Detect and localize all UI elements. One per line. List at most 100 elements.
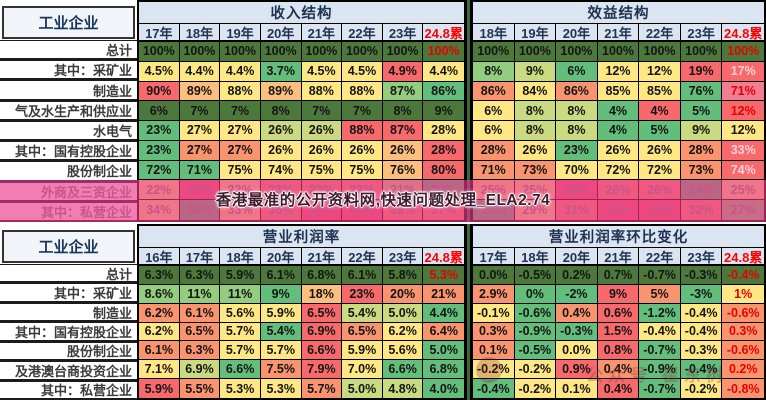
table-corner-label: 工业企业 (2, 6, 135, 39)
data-cell: 6.3% (179, 341, 221, 361)
data-cell: 73% (680, 160, 723, 181)
data-cell: 6.9% (301, 322, 343, 342)
year-header: 24.8累 (722, 248, 764, 266)
data-cell: 100% (556, 42, 598, 62)
data-cell: 80% (423, 160, 464, 181)
data-cell: 18% (301, 284, 343, 304)
data-cell: 6.1% (342, 266, 383, 285)
data-cell: 5.7% (260, 341, 302, 361)
table-separator (466, 224, 471, 400)
data-cell: 26% (514, 140, 557, 161)
data-cell: 20% (423, 180, 464, 201)
data-cell: 34% (139, 200, 180, 220)
data-cell: 72% (639, 160, 681, 181)
data-cell: -0.4% (473, 379, 515, 398)
data-cell: 5.0% (342, 379, 383, 398)
data-cell: 9% (680, 121, 723, 141)
data-cell: -0.3% (680, 341, 723, 361)
data-cell: 4.4% (423, 61, 464, 82)
year-header: 22年 (342, 24, 383, 42)
data-cell: -0.4% (722, 266, 764, 285)
data-cell: 4% (597, 121, 640, 141)
data-cell: 26% (301, 121, 343, 141)
data-cell: 4.4% (220, 61, 261, 82)
data-cell: 0.4% (597, 379, 640, 398)
data-cell: -0.1% (473, 303, 515, 323)
row-label: 外商及三资企业 (0, 181, 137, 202)
data-cell: 72% (597, 160, 640, 181)
data-cell: 26% (260, 121, 302, 141)
year-header: 23年 (680, 248, 723, 266)
data-cell: -0.2% (514, 379, 557, 398)
top-table-label-column: 工业企业 总计 其中：采矿业 制造业 气及水生产和供应业 水电气 其中：国有控股企业 股份制企… (0, 0, 137, 222)
table-corner-label: 工业企业 (2, 230, 135, 263)
data-cell: 4.4% (179, 61, 221, 82)
data-cell: 0.7% (597, 266, 640, 285)
data-cell: 5.3% (220, 379, 261, 398)
data-cell: 6.1% (260, 266, 302, 285)
data-cell: 7.5% (260, 360, 302, 380)
data-cell: 12% (722, 121, 764, 141)
data-cell: -1.2% (639, 303, 681, 323)
data-cell: -0.6% (722, 303, 764, 323)
bottom-table-label-column: 工业企业 总计 其中：采矿业 制造业 其中：国有控股企业 股份制企业 及港澳台商投资企业 其中… (0, 224, 137, 400)
data-cell: 89% (179, 81, 221, 102)
data-cell: 76% (382, 160, 424, 181)
data-cell: 100% (514, 42, 557, 62)
data-cell: 100% (722, 42, 764, 62)
data-cell: 70% (556, 160, 598, 181)
year-header: 24.8累 (423, 248, 464, 266)
data-cell: 4% (639, 101, 681, 122)
data-cell: 28% (680, 140, 723, 161)
data-cell: -0.7% (639, 266, 681, 285)
data-cell: 32% (680, 200, 723, 220)
section-title: 收入结构 (139, 2, 464, 24)
data-cell: 6.8% (301, 266, 343, 285)
data-cell: 4.9% (382, 61, 424, 82)
data-cell: 88% (342, 81, 383, 102)
row-label: 其中：私营企业 (0, 380, 137, 400)
data-cell: -0.9% (514, 322, 557, 342)
data-cell: 0.2% (722, 360, 764, 380)
year-header: 17年 (473, 248, 515, 266)
data-cell: 100% (220, 42, 261, 62)
data-cell: 39% (382, 200, 424, 220)
data-cell: 30% (179, 200, 221, 220)
data-cell: 100% (597, 42, 640, 62)
year-header: 20年 (556, 24, 598, 42)
year-header: 22年 (342, 248, 383, 266)
data-cell: 4% (597, 101, 640, 122)
data-cell: 33% (639, 200, 681, 220)
data-cell: -0.2% (680, 379, 723, 398)
data-cell: 6.1% (179, 303, 221, 323)
data-cell: 100% (301, 42, 343, 62)
data-cell: 27% (722, 200, 764, 220)
data-cell: 87% (382, 121, 424, 141)
year-header: 20年 (260, 248, 302, 266)
row-label: 及港澳台商投资企业 (0, 361, 137, 381)
data-cell: 6.2% (382, 322, 424, 342)
data-cell: -0.7% (639, 341, 681, 361)
data-cell: 6% (473, 121, 515, 141)
data-cell: 5% (680, 101, 723, 122)
data-cell: 7% (220, 101, 261, 122)
data-cell: 5.3% (423, 266, 464, 285)
year-header: 21年 (301, 24, 343, 42)
data-cell: 74% (722, 160, 764, 181)
data-cell: -0.9% (639, 360, 681, 380)
year-header: 18年 (220, 248, 261, 266)
data-cell: 5.0% (382, 303, 424, 323)
profit-margin-table: 营业利润率 16年 17年 18年 20年 21年 22年 23年 24.8累 6.3% 6.3% 5… (137, 224, 466, 400)
data-cell: 85% (639, 81, 681, 102)
row-label: 其中：国有控股企业 (0, 322, 137, 342)
data-cell: 100% (639, 42, 681, 62)
data-cell: 12% (639, 61, 681, 82)
data-cell: 26% (597, 180, 640, 201)
data-cell: 5.9% (260, 303, 302, 323)
data-cell: 26% (301, 140, 343, 161)
data-cell: 0.1% (556, 379, 598, 398)
year-header: 23年 (382, 248, 424, 266)
data-cell: -0.3% (680, 266, 723, 285)
data-cell: 8% (382, 101, 424, 122)
